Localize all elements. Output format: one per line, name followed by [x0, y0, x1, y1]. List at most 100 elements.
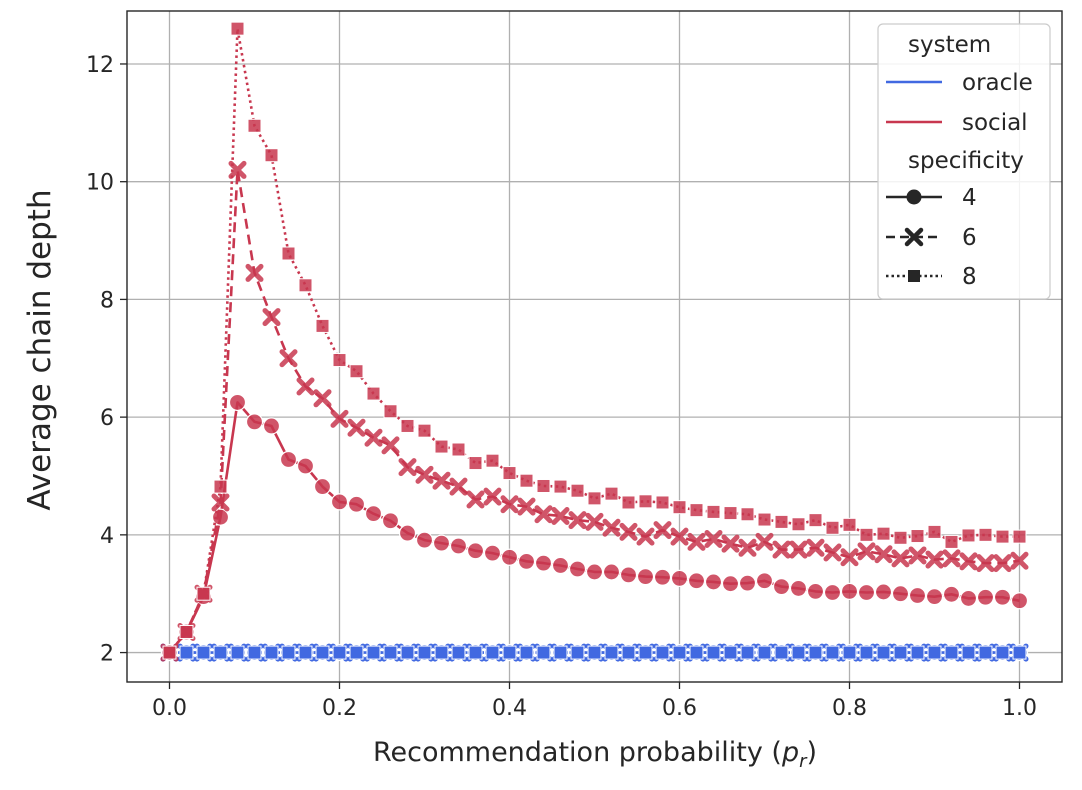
y-axis-label: Average chain depth: [22, 189, 58, 510]
data-point: [842, 645, 857, 660]
y-tick-label: 12: [86, 53, 114, 78]
data-point: [553, 479, 568, 494]
series-social-8: [162, 21, 1027, 660]
data-point: [245, 413, 264, 431]
data-point: [228, 393, 247, 412]
data-point: [1010, 592, 1029, 610]
data-point: [704, 529, 723, 548]
data-point: [925, 588, 944, 606]
data-point: [976, 588, 995, 606]
data-point: [315, 318, 330, 333]
data-point: [789, 579, 808, 598]
series-social-4: [160, 393, 1029, 662]
legend-label-6: 6: [962, 225, 977, 251]
series-oracle-8: [162, 645, 1027, 660]
data-point: [721, 575, 740, 593]
data-point: [1012, 645, 1027, 660]
legend-label-oracle: oracle: [962, 70, 1033, 96]
data-point: [723, 645, 738, 660]
data-point: [1010, 551, 1029, 570]
data-point: [364, 428, 383, 447]
data-point: [262, 417, 281, 435]
legend-label-social: social: [962, 110, 1028, 136]
x-tick-label: 0.8: [832, 696, 867, 721]
legend-label-4: 4: [962, 185, 977, 211]
data-point: [636, 527, 655, 546]
data-point: [687, 572, 706, 590]
x-axis-label-close: ): [807, 737, 818, 768]
data-point: [891, 549, 910, 568]
data-point: [636, 568, 655, 586]
data-point: [366, 386, 381, 401]
data-point: [874, 545, 893, 564]
data-point: [551, 507, 570, 526]
data-point: [434, 439, 449, 454]
data-point: [536, 478, 551, 493]
data-point: [842, 517, 857, 532]
data-point: [602, 563, 621, 581]
data-point: [706, 645, 721, 660]
data-point: [961, 645, 976, 660]
data-point: [789, 540, 808, 559]
data-point: [230, 645, 245, 660]
data-point: [364, 505, 383, 523]
data-point: [383, 645, 398, 660]
data-point: [961, 528, 976, 543]
data-point: [264, 148, 279, 163]
y-tick-label: 2: [100, 642, 114, 667]
data-point: [910, 645, 925, 660]
data-point: [381, 512, 400, 530]
data-point: [247, 118, 262, 133]
data-point: [655, 645, 670, 660]
data-point: [740, 507, 755, 522]
data-point: [468, 456, 483, 471]
data-point: [585, 512, 604, 531]
legend-title-specificity: specificity: [908, 148, 1024, 174]
data-point: [908, 586, 927, 605]
legend-marker-6: [886, 227, 942, 247]
data-point: [585, 563, 604, 581]
data-point: [519, 473, 534, 488]
data-point: [417, 645, 432, 660]
data-point: [466, 542, 485, 560]
data-point: [162, 645, 177, 660]
data-point: [551, 556, 570, 575]
data-point: [296, 457, 315, 475]
y-tick-label: 4: [100, 524, 114, 549]
x-tick-label: 0.2: [322, 696, 357, 721]
data-point: [738, 574, 757, 592]
data-point: [196, 586, 211, 601]
data-point: [655, 495, 670, 510]
data-point: [451, 442, 466, 457]
data-point: [383, 404, 398, 419]
data-point: [517, 552, 536, 570]
data-point: [347, 495, 366, 513]
data-point: [432, 471, 451, 490]
data-point: [502, 645, 517, 660]
data-point: [264, 645, 279, 660]
series-line: [168, 401, 1020, 654]
data-point: [687, 532, 706, 551]
data-point: [876, 645, 891, 660]
data-point: [791, 645, 806, 660]
data-point: [534, 554, 553, 572]
data-point: [415, 531, 434, 549]
data-point: [417, 423, 432, 438]
data-point: [689, 503, 704, 518]
data-point: [449, 477, 468, 496]
data-point: [500, 548, 519, 566]
data-point: [519, 645, 534, 660]
data-point: [978, 527, 993, 542]
data-point: [621, 645, 636, 660]
data-point: [281, 645, 296, 660]
data-point: [825, 520, 840, 535]
data-point: [910, 529, 925, 544]
data-point: [774, 645, 789, 660]
data-point: [602, 518, 621, 537]
data-point: [381, 436, 400, 455]
x-axis-label-text: Recommendation probability (: [373, 737, 782, 768]
data-point: [653, 568, 672, 586]
data-point: [604, 486, 619, 501]
data-point: [536, 645, 551, 660]
data-point: [230, 21, 245, 36]
